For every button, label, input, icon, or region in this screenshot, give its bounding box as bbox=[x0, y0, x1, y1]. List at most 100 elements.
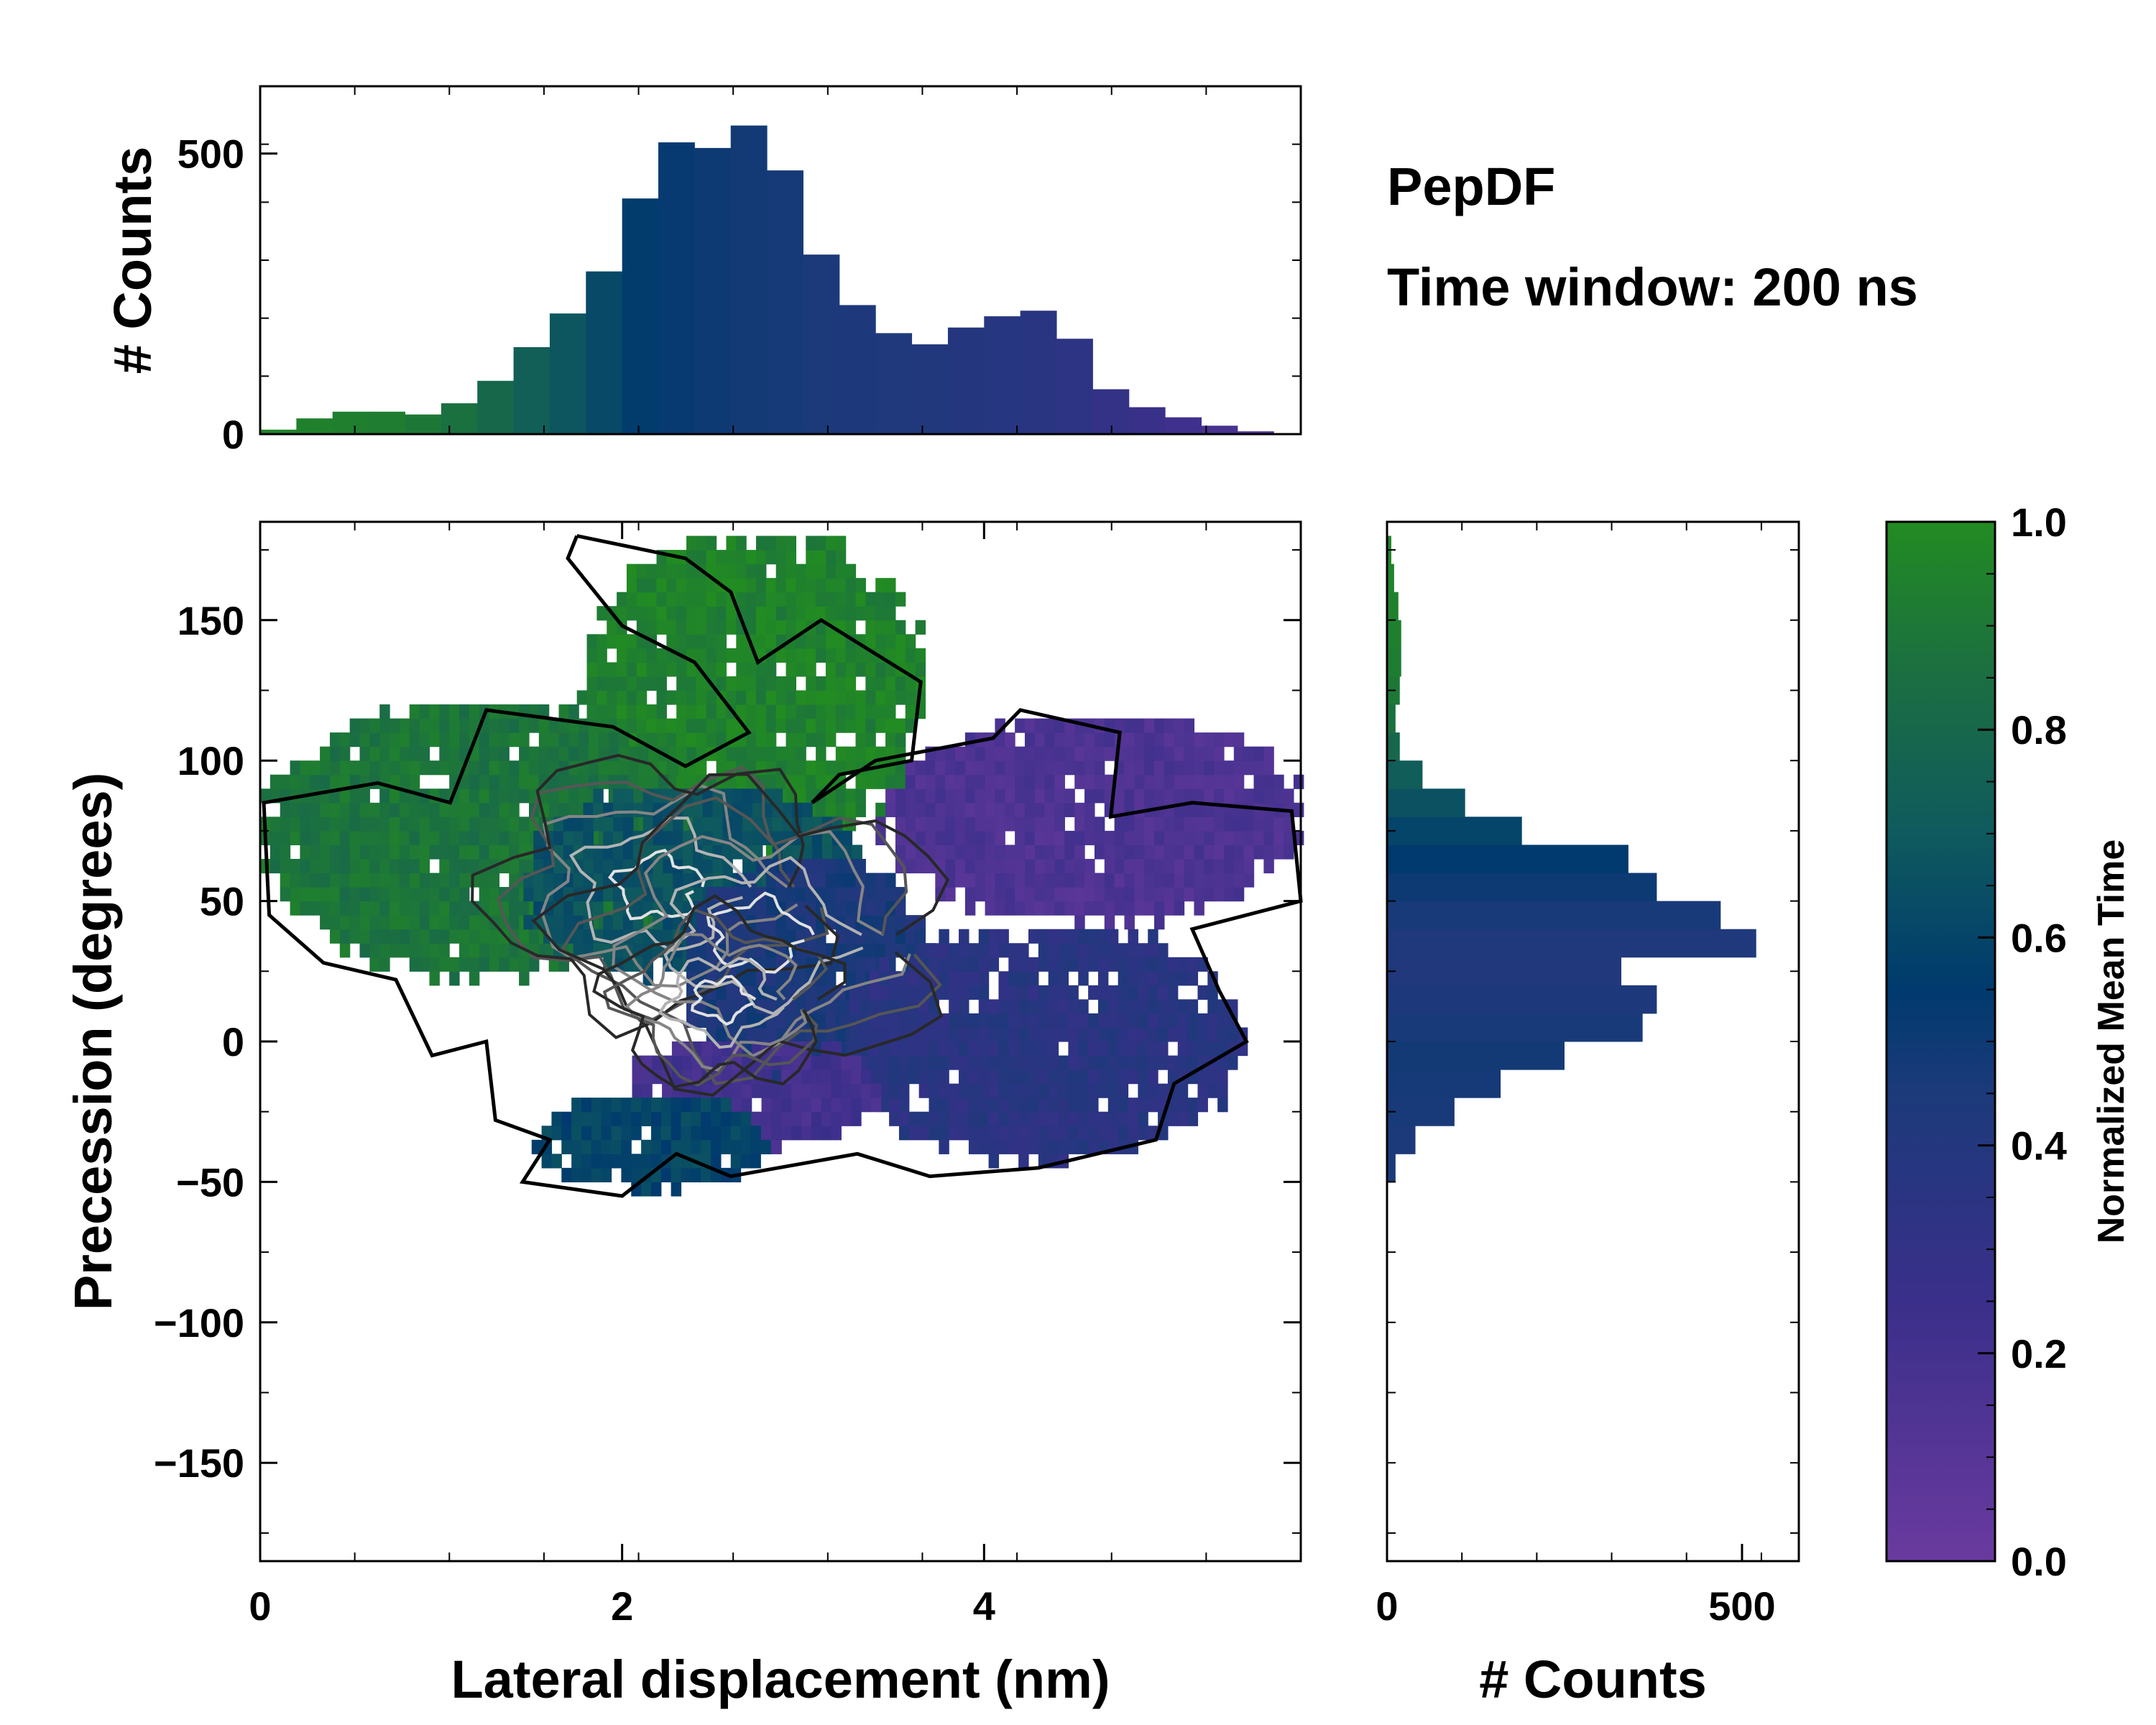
heatmap-cell bbox=[499, 957, 510, 972]
heatmap-cell bbox=[736, 592, 747, 607]
top-hist-bar bbox=[767, 170, 803, 434]
heatmap-cell bbox=[1088, 985, 1099, 1000]
heatmap-cell bbox=[671, 1070, 683, 1085]
heatmap-cell bbox=[1018, 971, 1029, 986]
heatmap-cell bbox=[706, 1027, 717, 1042]
heatmap-cell bbox=[835, 704, 847, 719]
heatmap-cell bbox=[816, 774, 826, 789]
heatmap-cell bbox=[1024, 887, 1036, 902]
heatmap-cell bbox=[741, 1083, 752, 1098]
heatmap-cell bbox=[781, 1083, 792, 1098]
heatmap-cell bbox=[548, 732, 560, 748]
heatmap-cell bbox=[1214, 732, 1225, 748]
heatmap-cell bbox=[1118, 1041, 1129, 1057]
heatmap-cell bbox=[1158, 985, 1169, 1000]
heatmap-cell bbox=[1118, 1098, 1129, 1113]
heatmap-cell bbox=[1084, 746, 1095, 761]
heatmap-cell bbox=[1233, 732, 1245, 748]
heatmap-cell bbox=[796, 704, 806, 719]
heatmap-cell bbox=[756, 620, 767, 635]
heatmap-cell bbox=[409, 901, 420, 916]
heatmap-cell bbox=[1044, 858, 1056, 874]
heatmap-cell bbox=[593, 901, 604, 916]
heatmap-cell bbox=[1167, 1070, 1179, 1085]
density-contour bbox=[560, 796, 942, 1085]
heatmap-cell bbox=[359, 873, 370, 888]
heatmap-cell bbox=[1038, 999, 1049, 1014]
heatmap-cell bbox=[1124, 718, 1135, 733]
heatmap-cell bbox=[985, 788, 996, 804]
heatmap-cell bbox=[1068, 985, 1079, 1000]
heatmap-cell bbox=[399, 901, 410, 916]
right-hist-bar bbox=[1387, 1154, 1396, 1182]
heatmap-cell bbox=[835, 999, 847, 1014]
heatmap-cell bbox=[379, 957, 390, 972]
heatmap-cell bbox=[479, 845, 490, 860]
heatmap-cell bbox=[591, 1139, 602, 1154]
heatmap-cell bbox=[746, 718, 757, 733]
heatmap-cell bbox=[730, 1139, 742, 1154]
heatmap-cell bbox=[765, 718, 777, 733]
heatmap-cell bbox=[1158, 1083, 1169, 1098]
heatmap-cell bbox=[310, 802, 321, 817]
heatmap-cell bbox=[1018, 943, 1029, 958]
heatmap-cell bbox=[626, 606, 637, 621]
heatmap-cell bbox=[865, 929, 876, 944]
heatmap-cell bbox=[270, 774, 281, 789]
heatmap-cell bbox=[775, 704, 787, 719]
heatmap-cell bbox=[611, 1098, 622, 1113]
heatmap-cell bbox=[1054, 816, 1065, 832]
heatmap-cell bbox=[1118, 985, 1129, 1000]
heatmap-cell bbox=[558, 802, 569, 817]
heatmap-cell bbox=[320, 802, 331, 817]
heatmap-cell bbox=[439, 760, 450, 776]
heatmap-cell bbox=[975, 760, 986, 776]
heatmap-cell bbox=[573, 830, 584, 846]
heatmap-cell bbox=[671, 1167, 682, 1183]
heatmap-cell bbox=[310, 873, 321, 888]
heatmap-cell bbox=[802, 802, 813, 817]
heatmap-cell bbox=[736, 662, 747, 677]
heatmap-cell bbox=[379, 760, 390, 776]
heatmap-cell bbox=[1128, 1098, 1138, 1113]
heatmap-cell bbox=[968, 1041, 980, 1057]
heatmap-cell bbox=[691, 1111, 701, 1126]
heatmap-cell bbox=[676, 606, 687, 621]
heatmap-cell bbox=[621, 1167, 632, 1183]
heatmap-cell bbox=[895, 774, 906, 789]
colorbar-tick-label: 0.4 bbox=[2011, 1123, 2067, 1169]
heatmap-cell bbox=[875, 634, 886, 649]
heatmap-cell bbox=[1138, 1013, 1148, 1029]
heatmap-cell bbox=[1104, 746, 1115, 761]
heatmap-cell bbox=[656, 732, 667, 748]
heatmap-cell bbox=[849, 999, 860, 1014]
heatmap-cell bbox=[369, 915, 380, 930]
heatmap-cell bbox=[593, 816, 604, 832]
right-hist-bar bbox=[1387, 985, 1657, 1014]
heatmap-cell bbox=[861, 1098, 872, 1113]
heatmap-cell bbox=[1124, 830, 1135, 846]
heatmap-cell bbox=[811, 1111, 822, 1126]
heatmap-cell bbox=[666, 690, 677, 705]
heatmap-cell bbox=[985, 760, 996, 776]
heatmap-cell bbox=[339, 788, 351, 804]
heatmap-cell bbox=[1233, 873, 1245, 888]
heatmap-cell bbox=[1074, 858, 1085, 874]
heatmap-cell bbox=[1018, 1139, 1029, 1154]
heatmap-cell bbox=[449, 858, 460, 874]
heatmap-cell bbox=[469, 760, 480, 776]
heatmap-cell bbox=[701, 1041, 712, 1057]
heatmap-cell bbox=[806, 957, 816, 972]
heatmap-cell bbox=[509, 858, 520, 874]
heatmap-cell bbox=[676, 676, 687, 691]
heatmap-cell bbox=[509, 774, 520, 789]
heatmap-cell bbox=[955, 873, 966, 888]
heatmap-cell bbox=[1154, 718, 1165, 733]
heatmap-cell bbox=[1273, 830, 1284, 846]
heatmap-cell bbox=[1058, 1098, 1069, 1113]
heatmap-cell bbox=[730, 1154, 742, 1169]
heatmap-cell bbox=[765, 606, 777, 621]
heatmap-cell bbox=[320, 845, 331, 860]
heatmap-cell bbox=[949, 1126, 959, 1141]
heatmap-cell bbox=[935, 788, 946, 804]
